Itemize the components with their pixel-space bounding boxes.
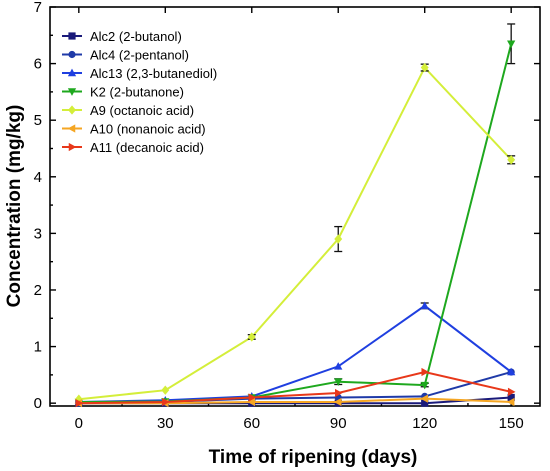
y-tick-label: 4 (34, 169, 42, 186)
data-point (507, 393, 515, 402)
data-point (74, 394, 83, 404)
legend-marker (68, 32, 76, 40)
data-point (507, 367, 516, 376)
legend-entry-3: K2 (2-butanone) (62, 85, 184, 100)
legend-marker (67, 88, 77, 96)
data-point (334, 234, 343, 244)
axes: 0 30 60 90 120 150 0 1 2 3 4 5 6 7 (34, 0, 541, 432)
legend-entry-4: A9 (octanoic acid) (62, 103, 194, 118)
data-point (162, 397, 170, 407)
series-line (78, 304, 512, 403)
data-point (420, 394, 428, 403)
data-point (507, 40, 516, 49)
y-tick-label: 3 (34, 225, 42, 242)
legend: Alc2 (2-butanol) Alc4 (2-pentanol) Alc13 (… (62, 29, 217, 155)
series-layer (74, 23, 516, 408)
x-axis-title: Time of ripening (days) (209, 447, 418, 468)
y-tick-label: 7 (34, 0, 42, 16)
legend-marker (68, 105, 76, 115)
legend-label: Alc2 (2-butanol) (90, 29, 182, 44)
series-6 (75, 367, 516, 408)
data-point (248, 393, 257, 402)
y-tick-label: 5 (34, 112, 42, 129)
legend-marker (68, 50, 76, 59)
data-point (420, 381, 429, 390)
x-tick-label: 60 (243, 415, 260, 432)
legend-label: A10 (nonanoic acid) (90, 122, 206, 137)
data-point (161, 385, 170, 395)
legend-marker (67, 124, 76, 133)
data-point (506, 397, 515, 407)
data-point (421, 367, 430, 377)
data-point (334, 362, 343, 370)
data-point (421, 399, 429, 407)
legend-label: Alc13 (2,3-butanediol) (90, 66, 217, 81)
data-point (507, 387, 516, 396)
legend-label: A11 (decanoic acid) (90, 140, 204, 155)
x-tick-label: 150 (499, 415, 524, 432)
legend-entry-0: Alc2 (2-butanol) (62, 29, 182, 44)
legend-marker (67, 68, 77, 77)
data-point (333, 397, 342, 407)
x-tick-label: 120 (412, 415, 437, 432)
data-point (247, 332, 256, 342)
x-tick-label: 30 (157, 415, 174, 432)
x-tick-label: 0 (75, 415, 83, 432)
data-point (334, 378, 343, 386)
data-point (420, 301, 429, 310)
data-point (75, 399, 84, 408)
legend-label: K2 (2-butanone) (90, 85, 184, 100)
legend-entry-2: Alc13 (2,3-butanediol) (62, 66, 217, 81)
legend-entry-1: Alc4 (2-pentanol) (62, 48, 189, 63)
data-point (420, 62, 429, 73)
legend-entry-5: A10 (nonanoic acid) (62, 122, 206, 137)
series-3 (74, 23, 516, 407)
y-tick-label: 0 (34, 395, 42, 412)
y-axis-title: Concentration (mg/kg) (4, 105, 25, 308)
series-4 (74, 62, 516, 404)
x-tick-label: 90 (330, 415, 347, 432)
y-tick-label: 6 (34, 56, 42, 73)
legend-marker (68, 142, 77, 152)
data-point (247, 397, 256, 407)
legend-entry-6: A11 (decanoic acid) (62, 140, 204, 155)
legend-label: Alc4 (2-pentanol) (90, 48, 189, 63)
legend-label: A9 (octanoic acid) (90, 103, 194, 118)
series-line (78, 370, 512, 405)
y-tick-label: 1 (34, 339, 42, 356)
data-point (507, 155, 516, 165)
data-point (334, 388, 343, 398)
series-line (78, 65, 512, 401)
y-tick-label: 2 (34, 282, 42, 299)
